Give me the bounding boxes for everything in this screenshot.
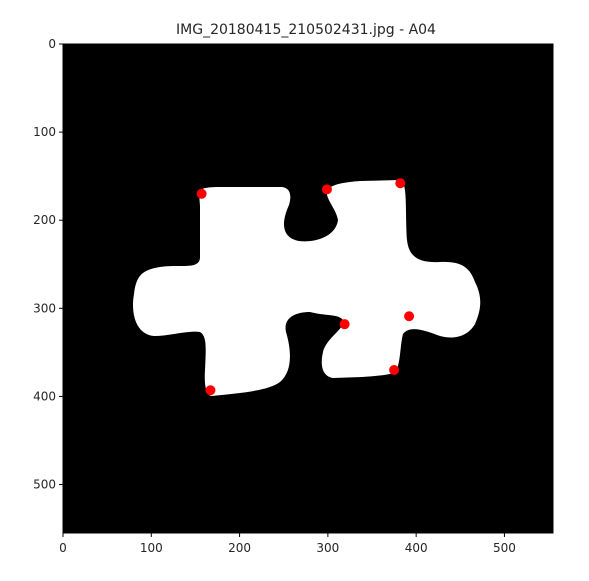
x-axis: 0 100 200 300 400 500 — [59, 533, 516, 555]
x-tick-label: 300 — [316, 541, 339, 555]
y-tick-label: 400 — [33, 389, 56, 403]
plot-axes: 0 100 200 300 400 500 0 100 200 300 400 500 — [33, 37, 554, 555]
y-tick-label: 200 — [33, 213, 56, 227]
data-point — [389, 365, 400, 375]
data-point — [205, 385, 216, 396]
y-tick-label: 0 — [48, 37, 56, 51]
data-point — [404, 311, 415, 322]
data-point — [339, 319, 350, 330]
chart-title: IMG_20180415_210502431.jpg - A04 — [176, 22, 436, 38]
data-point — [321, 184, 332, 195]
x-tick-label: 0 — [59, 541, 67, 555]
x-tick-label: 400 — [405, 541, 428, 555]
points-layer — [196, 178, 415, 396]
puzzle-piece-silhouette — [133, 180, 481, 396]
data-point — [395, 178, 406, 189]
y-tick-label: 300 — [33, 301, 56, 315]
x-tick-label: 500 — [493, 541, 516, 555]
data-point — [196, 188, 207, 199]
x-tick-label: 100 — [140, 541, 163, 555]
y-axis: 0 100 200 300 400 500 — [33, 37, 63, 492]
axes-frame — [62, 43, 554, 534]
y-tick-label: 500 — [33, 478, 56, 492]
x-tick-label: 200 — [228, 541, 251, 555]
y-tick-label: 100 — [33, 125, 56, 139]
